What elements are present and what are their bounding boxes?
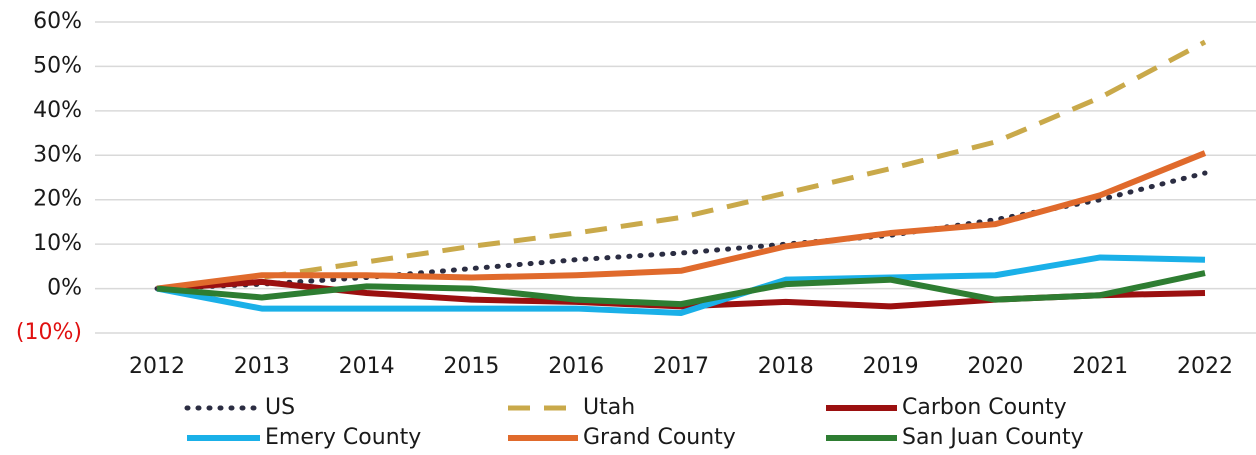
x-tick-label: 2017 bbox=[653, 354, 709, 379]
y-tick-label: 60% bbox=[33, 9, 82, 34]
legend-label: US bbox=[265, 395, 295, 420]
series-line bbox=[156, 254, 1206, 317]
y-tick-label: 10% bbox=[33, 231, 82, 256]
x-tick-label: 2022 bbox=[1177, 354, 1233, 379]
y-tick-label: 30% bbox=[33, 142, 82, 167]
legend-label: Grand County bbox=[583, 425, 736, 450]
series-line bbox=[156, 150, 1207, 292]
y-tick-label: 0% bbox=[47, 276, 82, 301]
x-tick-label: 2021 bbox=[1072, 354, 1128, 379]
x-tick-label: 2012 bbox=[129, 354, 185, 379]
series-line bbox=[154, 170, 1208, 292]
x-tick-label: 2019 bbox=[863, 354, 919, 379]
y-tick-label: (10%) bbox=[16, 320, 82, 345]
legend-label: Emery County bbox=[265, 425, 421, 450]
x-tick-label: 2015 bbox=[443, 354, 499, 379]
y-tick-label: 50% bbox=[33, 53, 82, 78]
y-tick-label: 20% bbox=[33, 187, 82, 212]
series-line bbox=[156, 39, 1207, 292]
legend-label: Carbon County bbox=[902, 395, 1067, 420]
x-tick-label: 2018 bbox=[758, 354, 814, 379]
x-tick-label: 2013 bbox=[234, 354, 290, 379]
x-tick-label: 2016 bbox=[548, 354, 604, 379]
y-tick-label: 40% bbox=[33, 98, 82, 123]
x-tick-label: 2014 bbox=[339, 354, 395, 379]
x-tick-label: 2020 bbox=[967, 354, 1023, 379]
legend-label: San Juan County bbox=[902, 425, 1084, 450]
legend-label: Utah bbox=[583, 395, 635, 420]
series-line bbox=[156, 270, 1206, 308]
